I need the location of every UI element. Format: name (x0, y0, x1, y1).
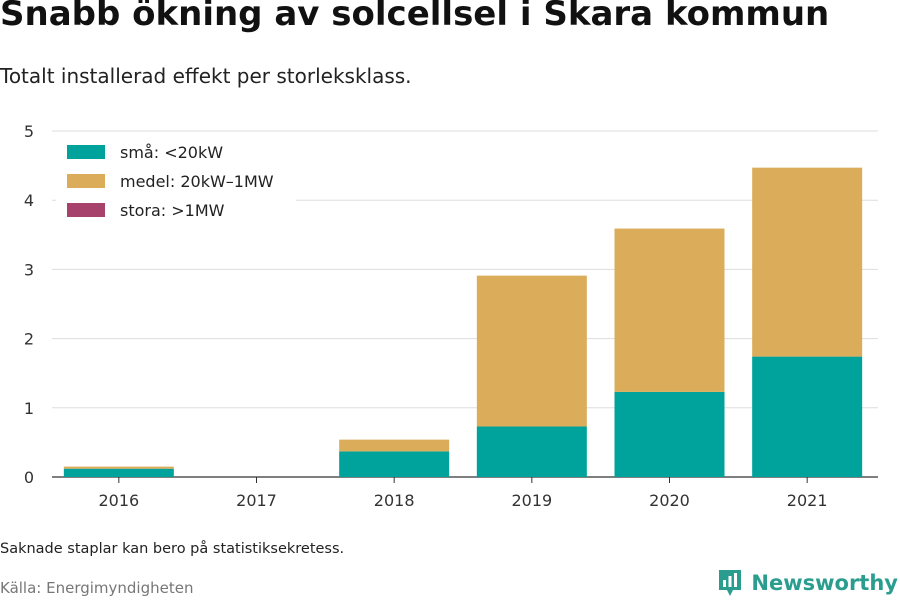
bar-chart-icon (719, 570, 742, 596)
legend-label: medel: 20kW–1MW (120, 172, 274, 191)
chart-subtitle: Totalt installerad effekt per storlekskl… (0, 64, 412, 88)
y-tick-label: 5 (24, 122, 34, 141)
y-tick-label: 0 (24, 468, 34, 487)
legend: små: <20kW medel: 20kW–1MW stora: >1MW (56, 136, 296, 228)
legend-swatch (67, 174, 105, 188)
x-tick-label: 2018 (374, 491, 415, 510)
stacked-bar-chart: 0 1 2 3 4 5 2016 2017 2018 2019 2020 2021 små: <20… (24, 122, 878, 510)
y-tick-label: 3 (24, 260, 34, 279)
legend-swatch (67, 145, 105, 159)
bar-2018-series-1 (339, 439, 450, 452)
x-tick-label: 2019 (511, 491, 552, 510)
x-tick-label: 2021 (787, 491, 828, 510)
bar-2019-series-0 (476, 426, 587, 477)
bar-2021-series-1 (752, 167, 863, 357)
bar-2018-series-0 (339, 451, 450, 477)
bar-2016-series-0 (63, 468, 174, 477)
y-tick-label: 2 (24, 330, 34, 349)
y-axis-ticks: 0 1 2 3 4 5 (24, 122, 34, 487)
brand-name: Newsworthy (751, 571, 898, 595)
bar-2020-series-0 (614, 391, 725, 477)
x-tick-label: 2016 (98, 491, 139, 510)
x-axis-ticks: 2016 2017 2018 2019 2020 2021 (98, 477, 828, 510)
legend-swatch (67, 203, 105, 217)
bar-2016-series-1 (63, 466, 174, 469)
bar-2021-series-0 (752, 356, 863, 477)
chart-title: Snabb ökning av solcellsel i Skara kommu… (0, 0, 830, 34)
bars (63, 167, 863, 477)
x-tick-label: 2020 (649, 491, 690, 510)
x-tick-label: 2017 (236, 491, 277, 510)
brand-logo[interactable]: Newsworthy (717, 567, 898, 599)
source-label: Källa: Energimyndigheten (0, 579, 194, 597)
footnote: Saknade staplar kan bero på statistiksek… (0, 541, 345, 557)
y-tick-label: 4 (24, 191, 34, 210)
bar-2020-series-1 (614, 228, 725, 392)
y-tick-label: 1 (24, 399, 34, 418)
legend-label: små: <20kW (120, 143, 223, 162)
bar-2019-series-1 (476, 275, 587, 427)
legend-label: stora: >1MW (120, 201, 225, 220)
